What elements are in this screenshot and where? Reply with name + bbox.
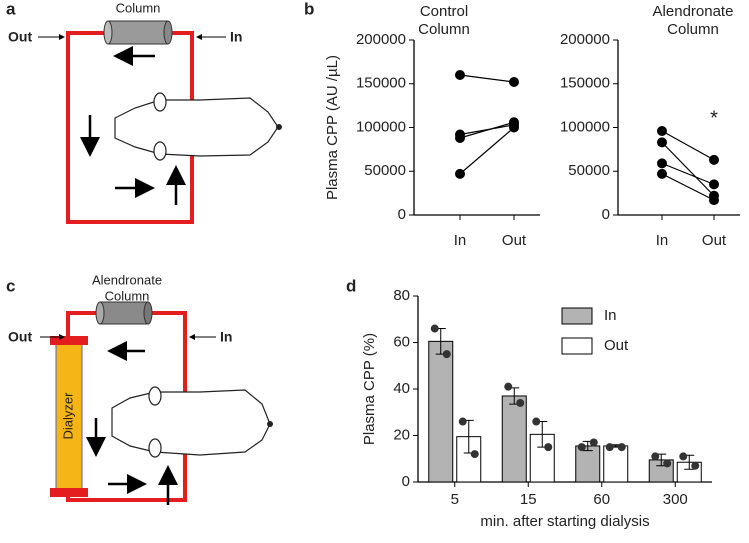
x-tick-label: 5 [451,491,459,508]
dialyzer [55,342,83,491]
y-tick-label: 50000 [568,162,610,179]
diagram-c: Dialyzer Alendronate Column Out In [8,272,273,505]
point [455,70,465,80]
pair-line [459,74,515,83]
x-tick-label: Out [702,232,727,249]
pair-line [459,121,515,139]
pair-line [661,130,715,161]
point [657,137,667,148]
column [103,20,173,45]
out-label: Out [8,329,32,345]
point [532,417,541,426]
annotation: * [710,107,718,129]
y-tick-label: 150000 [356,75,406,92]
point [470,450,479,459]
x-tick-label: 300 [663,491,688,508]
pair-line [661,141,715,197]
pair-line [459,127,515,175]
point [455,168,465,179]
y-tick-label: 200000 [560,31,610,48]
panel-label: a [6,0,16,18]
point [589,438,598,447]
point [663,459,672,468]
column-label: Column [105,288,150,303]
point [605,443,614,452]
point [442,350,451,359]
point [709,195,719,206]
point [617,443,626,452]
legend-label: Out [604,337,629,354]
legend-swatch [561,337,593,355]
in-label: In [230,29,242,45]
y-tick-label: 0 [398,206,406,223]
in-label: In [220,329,232,345]
chart-title: Alendronate [653,3,734,20]
point [458,417,467,426]
circuit [66,31,194,224]
y-tick-label: 80 [393,287,410,304]
x-tick-label: In [454,232,467,249]
x-tick-label: 15 [520,491,537,508]
point [651,452,660,461]
x-tick-label: Out [502,232,527,249]
x-tick-label: In [656,232,669,249]
pair-line [661,162,715,185]
y-axis-label: Plasma CPP (%) [361,333,378,445]
point [509,122,519,133]
point [430,324,439,333]
y-tick-label: 50000 [364,162,406,179]
point [516,398,525,407]
bar [603,445,629,483]
point [657,168,667,179]
legend-label: In [604,307,617,324]
point [691,461,700,470]
point [657,158,667,169]
panel-label: d [346,276,356,295]
y-tick-label: 100000 [356,118,406,135]
legend-swatch [561,307,593,325]
rat [114,97,279,157]
panel-label: b [304,0,314,18]
y-tick-label: 200000 [356,31,406,48]
dialyzer-label: Dialyzer [60,392,75,440]
pair-line [661,173,715,201]
out-label: Out [8,29,32,45]
x-tick-label: 60 [593,491,610,508]
diagram-a: Column Out In [8,0,282,224]
y-tick-label: 20 [393,426,410,443]
y-tick-label: 0 [402,473,410,490]
chart-title: Control [420,3,468,20]
point [709,179,719,190]
column-label: Column [116,0,161,15]
bar [501,395,527,483]
y-axis-label: Plasma CPP (AU /µL) [324,55,341,200]
rat [111,389,271,456]
point [509,77,519,87]
y-tick-label: 60 [393,333,410,350]
chart-title: Column [667,21,719,38]
x-axis-label: min. after starting dialysis [480,513,649,530]
chart-title: Column [418,21,470,38]
point [504,382,513,391]
bar [428,340,454,483]
column-label: Alendronate [92,272,162,287]
point [657,126,667,136]
y-tick-label: 100000 [560,118,610,135]
bar [575,445,601,483]
y-tick-label: 150000 [560,75,610,92]
panel-label: c [6,276,15,295]
y-tick-label: 40 [393,380,410,397]
y-tick-label: 0 [602,206,610,223]
column [95,301,153,325]
point [544,443,553,452]
point [455,133,465,143]
point [709,154,719,165]
point [679,452,688,461]
point [577,443,586,452]
